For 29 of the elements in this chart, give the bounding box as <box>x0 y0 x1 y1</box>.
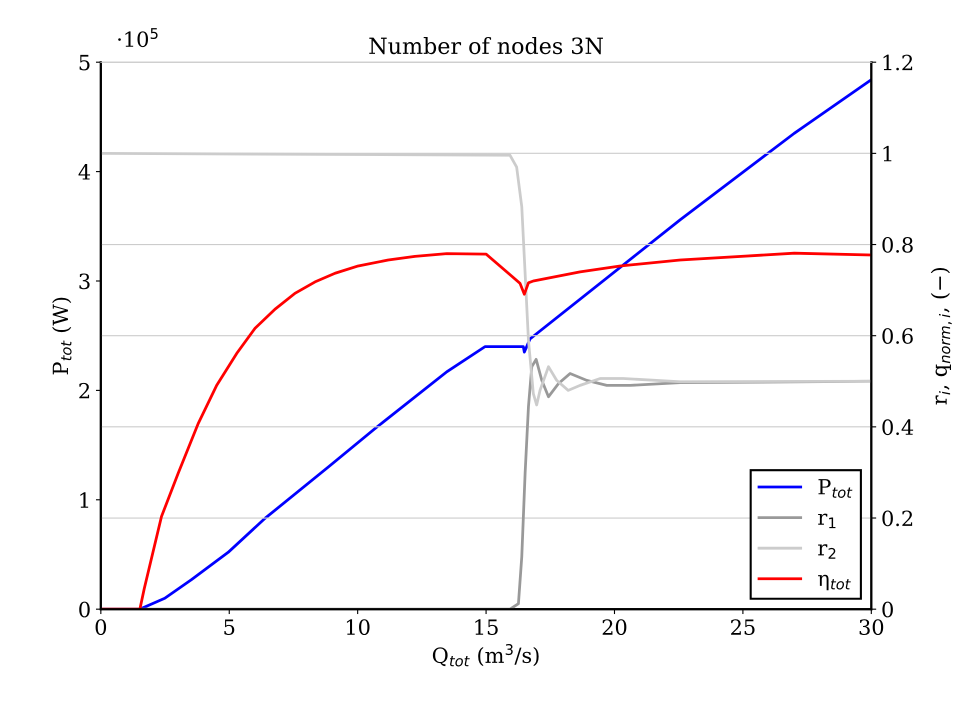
legend-label: r$_{1}$ <box>818 514 836 528</box>
y-axis-title: P$_{tot}$ (W) <box>52 298 72 374</box>
x-axis-title: Q$_{tot}$ (m$^{3}$/s) <box>432 644 539 666</box>
y-tick-label: 2 <box>79 382 90 398</box>
y2-tick-label: 0.6 <box>882 328 913 344</box>
y2-tick-label: 1 <box>884 146 892 162</box>
y2-tick-label: 0.2 <box>882 510 912 526</box>
x-tick-label: 5 <box>224 620 234 636</box>
text: ·10$^{5}$ <box>118 28 158 48</box>
y2-tick-label: 1.2 <box>884 54 912 70</box>
y-tick-label: 0 <box>79 602 90 618</box>
x-tick-label: 10 <box>346 619 370 636</box>
x-tick-label: 20 <box>602 619 626 636</box>
y-tick-label: 1 <box>80 492 88 508</box>
y2-tick-label: 0.4 <box>882 419 914 436</box>
x-tick-label: 30 <box>860 619 884 636</box>
legend-label: η$_{tot}$ <box>818 574 851 590</box>
legend-label: P$_{tot}$ <box>818 479 852 498</box>
y2-tick-label: 0.8 <box>882 236 913 253</box>
x-tick-label: 15 <box>475 619 498 636</box>
y2-tick-label: 0 <box>882 602 893 618</box>
y-tick-label: 5 <box>80 54 90 70</box>
y2-axis-title: r$_{i}$, q$_{norm,i}$, (−) <box>930 268 952 405</box>
legend-label: r$_{2}$ <box>818 544 836 559</box>
x-tick-label: 0 <box>96 619 106 636</box>
y-tick-label: 3 <box>79 273 90 290</box>
x-tick-label: 25 <box>731 619 755 636</box>
y-tick-label: 4 <box>78 164 90 180</box>
chart-title: Number of nodes 3N <box>369 36 603 54</box>
